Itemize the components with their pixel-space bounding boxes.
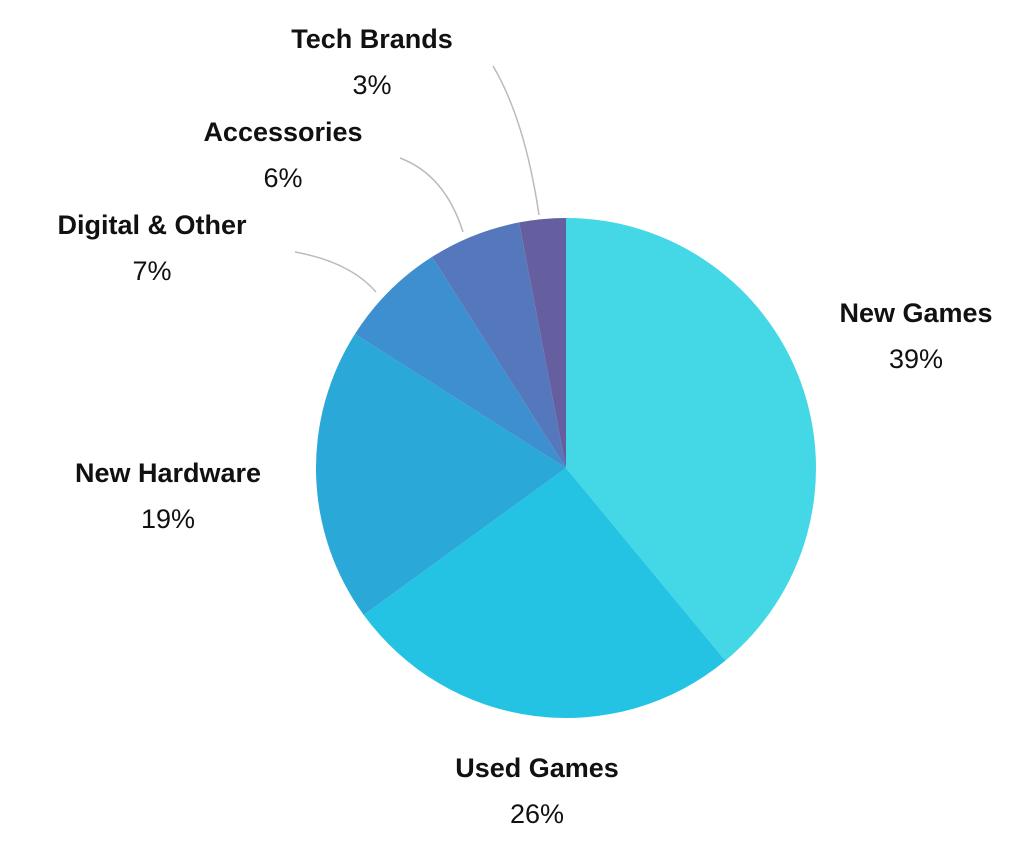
slice-name: Used Games — [455, 753, 619, 783]
slice-name: Digital & Other — [57, 210, 247, 240]
pie-slice — [354, 256, 566, 468]
pie-slice — [316, 334, 566, 615]
leader-line — [399, 157, 464, 233]
pie-slice — [363, 468, 726, 719]
slice-name: Accessories — [203, 117, 362, 147]
slice-name: Tech Brands — [291, 24, 453, 54]
leader-line — [294, 251, 377, 293]
slice-value: 39% — [889, 344, 943, 374]
slice-value: 19% — [141, 504, 195, 534]
pie-slice — [432, 222, 566, 468]
pie-slice — [519, 218, 566, 468]
pie-slice — [566, 218, 817, 661]
slice-value: 7% — [132, 256, 171, 286]
slice-value: 6% — [263, 163, 302, 193]
slice-name: New Games — [839, 298, 992, 328]
slice-value: 26% — [510, 799, 564, 829]
slice-name: New Hardware — [75, 458, 261, 488]
slice-value: 3% — [352, 70, 391, 100]
leader-line — [492, 65, 540, 216]
